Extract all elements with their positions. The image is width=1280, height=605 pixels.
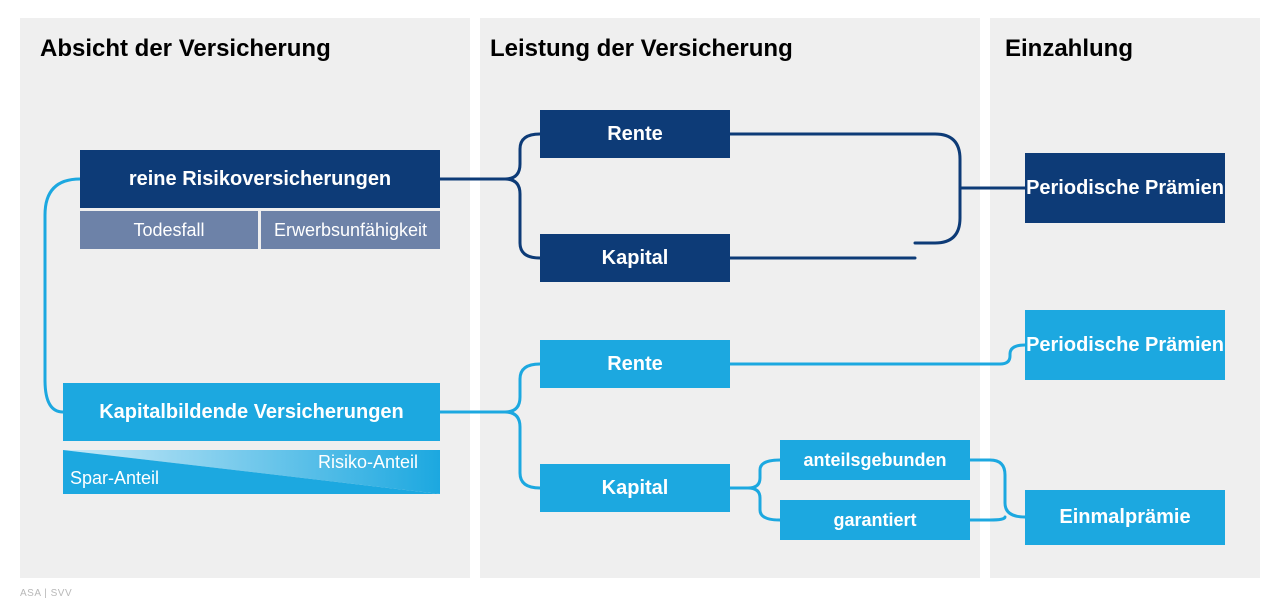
node-risk-erwerb: Erwerbsunfähigkeit	[261, 211, 440, 249]
node-risk-todesfall: Todesfall	[80, 211, 258, 249]
node-kapital-dark: Kapital	[540, 234, 730, 282]
heading-absicht: Absicht der Versicherung	[40, 35, 331, 63]
label-spar-anteil: Spar-Anteil	[70, 468, 159, 489]
node-periodische-dark: Periodische Prämien	[1025, 153, 1225, 223]
node-garantiert: garantiert	[780, 500, 970, 540]
node-rente-light: Rente	[540, 340, 730, 388]
node-risk-main: reine Risikoversicherungen	[80, 150, 440, 208]
heading-leistung: Leistung der Versicherung	[490, 35, 793, 63]
label-risiko-anteil: Risiko-Anteil	[318, 452, 418, 473]
footer-attribution: ASA | SVV	[20, 588, 72, 599]
node-periodische-light: Periodische Prämien	[1025, 310, 1225, 380]
node-rente-dark: Rente	[540, 110, 730, 158]
heading-einzahlung: Einzahlung	[1005, 35, 1133, 63]
node-anteilsgebunden: anteilsgebunden	[780, 440, 970, 480]
node-einmalpraemie: Einmalprämie	[1025, 490, 1225, 545]
node-capital-main: Kapitalbildende Versicherungen	[63, 383, 440, 441]
node-kapital-light: Kapital	[540, 464, 730, 512]
